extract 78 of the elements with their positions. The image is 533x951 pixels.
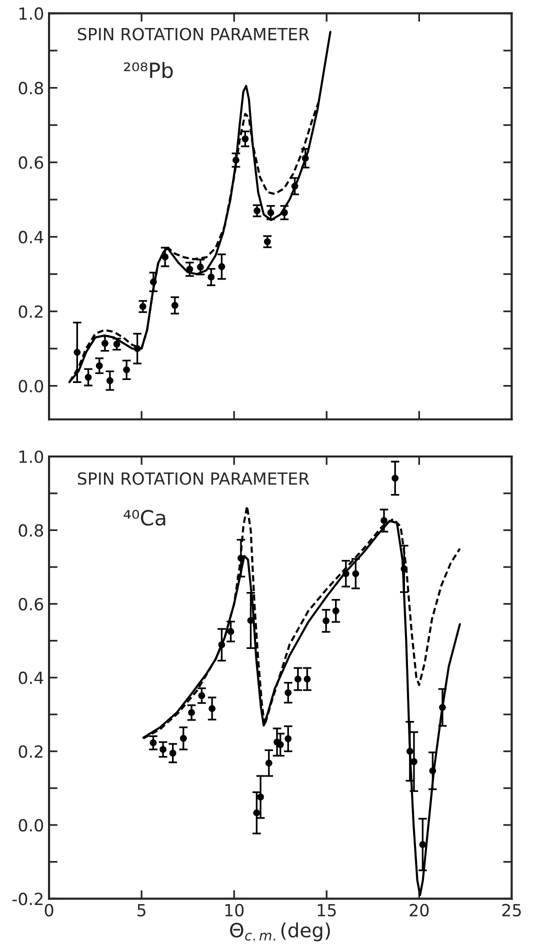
point xyxy=(218,641,226,648)
point xyxy=(84,374,92,381)
point xyxy=(160,746,167,753)
point xyxy=(280,209,288,216)
x-tick-label: 25 xyxy=(502,904,521,916)
text: ⁴⁰Ca xyxy=(124,510,166,526)
y-tick-label: 0.6 xyxy=(18,598,44,610)
point xyxy=(186,266,194,273)
point xyxy=(264,238,271,246)
point xyxy=(438,704,446,711)
point xyxy=(218,263,226,270)
point xyxy=(294,676,302,683)
y-tick-label: 0.2 xyxy=(18,745,43,758)
y-tick-label: 0.4 xyxy=(18,230,44,244)
y-tick-label: 1.0 xyxy=(20,450,44,464)
point xyxy=(284,689,292,696)
text: SPIN ROTATION PARAMETER xyxy=(78,472,310,485)
point xyxy=(150,739,157,746)
point xyxy=(232,156,240,164)
point xyxy=(134,345,141,352)
x-axis-title: Θ$_{c.m.}$(deg) xyxy=(230,922,330,942)
text: ²⁰⁸Pb xyxy=(124,62,173,78)
point xyxy=(276,741,284,748)
point xyxy=(227,628,234,635)
y-tick-label: 0.4 xyxy=(18,672,44,684)
point xyxy=(400,565,408,572)
point xyxy=(106,377,114,384)
point xyxy=(113,340,120,348)
y-tick-label: -0.2 xyxy=(12,892,43,906)
point xyxy=(352,570,360,578)
point xyxy=(265,760,272,767)
point xyxy=(101,340,108,347)
point xyxy=(267,209,274,216)
point xyxy=(406,748,414,755)
point xyxy=(169,750,176,757)
point xyxy=(180,734,187,742)
point xyxy=(304,676,311,683)
point xyxy=(302,154,309,162)
point xyxy=(410,758,418,766)
point xyxy=(332,607,340,614)
point xyxy=(96,362,103,370)
point xyxy=(150,278,157,286)
point xyxy=(342,570,350,578)
text: SPIN ROTATION PARAMETER xyxy=(78,28,310,40)
point xyxy=(139,303,146,310)
point xyxy=(237,554,244,562)
y-tick-label: 0.2 xyxy=(18,305,43,318)
point xyxy=(429,767,436,774)
point xyxy=(322,617,330,624)
y-tick-label: 0.0 xyxy=(18,380,44,392)
point xyxy=(419,841,426,848)
x-tick-label: 15 xyxy=(318,904,336,916)
point xyxy=(254,207,261,214)
y-tick-label: 0.8 xyxy=(18,82,44,94)
point xyxy=(257,794,264,800)
y-tick-label: 1.0 xyxy=(20,7,44,20)
y-tick-label: 0.6 xyxy=(18,156,44,169)
point xyxy=(242,135,249,142)
point xyxy=(74,348,81,356)
point xyxy=(284,735,292,742)
point xyxy=(253,809,260,816)
x-tick-label: 20 xyxy=(410,904,429,916)
point xyxy=(392,474,399,482)
point xyxy=(208,705,216,712)
point xyxy=(208,274,215,281)
point xyxy=(196,264,204,270)
x-tick-label: 10 xyxy=(225,904,244,916)
point xyxy=(380,517,388,524)
y-tick-label: 0.8 xyxy=(18,524,44,537)
point xyxy=(198,692,206,700)
point xyxy=(171,302,178,309)
y-tick-label: 0.0 xyxy=(18,818,44,832)
point xyxy=(123,366,130,374)
point xyxy=(188,709,196,716)
point xyxy=(291,182,298,190)
x-tick-label: 5 xyxy=(138,904,146,916)
x-tick-label: 0 xyxy=(44,904,54,916)
point xyxy=(162,253,169,260)
